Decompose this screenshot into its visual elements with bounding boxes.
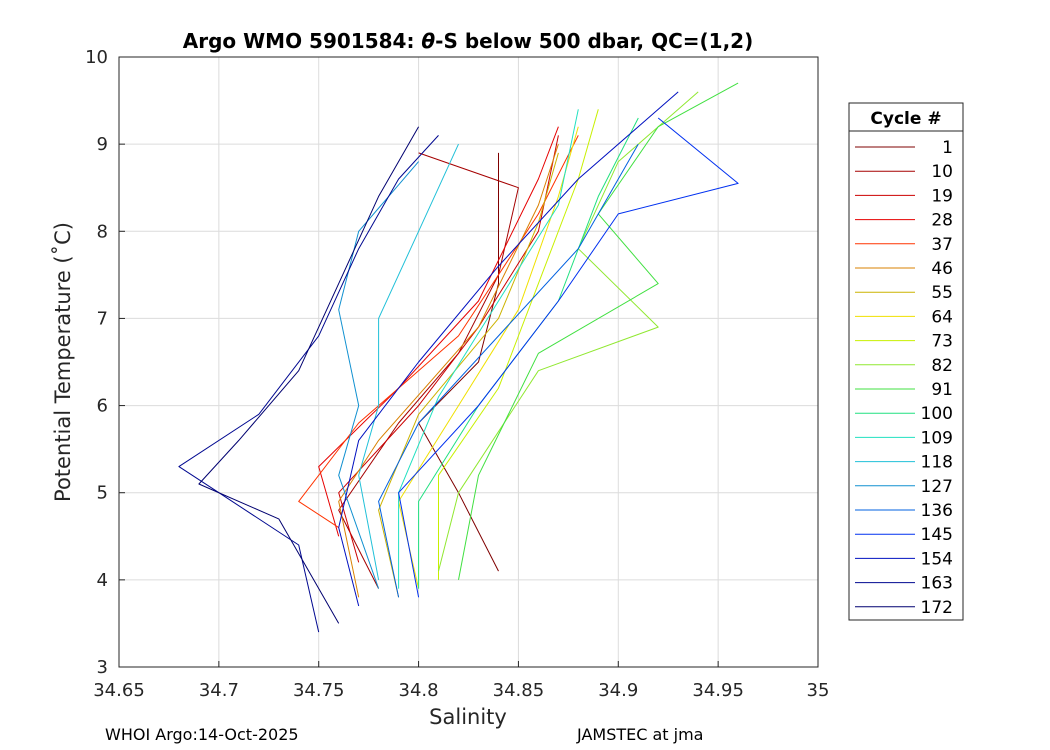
y-axis-label: Potential Temperature (˚C): [51, 222, 75, 502]
x-tick-label: 34.95: [692, 680, 744, 701]
legend-entry-label: 127: [921, 477, 953, 497]
chart-title: Argo WMO 5901584: θ-S below 500 dbar, QC…: [183, 29, 753, 53]
series-line-cycle-28: [318, 126, 559, 537]
legend-entry-label: 64: [931, 307, 953, 327]
plot-frame: [118, 56, 819, 668]
y-tick-label: 4: [97, 570, 108, 591]
axis-ticks: 34.65 34.7 34.75 34.8 34.85 34.9 34.95 35 3 4 5 6 7 8…: [85, 47, 829, 701]
x-tick-label: 34.65: [93, 680, 145, 701]
series-line-cycle-127: [338, 161, 419, 589]
series-line-cycle-19: [338, 135, 559, 563]
legend: Cycle # 1 10 19 28 37 46 55 64 73 82 91 100 109 118 12…: [848, 102, 964, 621]
footer-source: WHOI Argo:14-Oct-2025: [105, 725, 299, 744]
legend-title: Cycle #: [870, 109, 941, 129]
x-tick-label: 34.9: [598, 680, 638, 701]
x-tick-label: 34.8: [399, 680, 439, 701]
title-suffix: -S below 500 dbar, QC=(1,2): [435, 29, 753, 53]
grid: [119, 57, 818, 667]
series-line-cycle-109: [398, 109, 579, 589]
series-line-cycle-1: [418, 152, 499, 572]
legend-entry-label: 109: [921, 428, 953, 448]
legend-entry-label: 19: [931, 186, 953, 206]
legend-entry-label: 82: [931, 356, 953, 376]
footer-credit: JAMSTEC at jma: [577, 725, 704, 744]
x-tick-label: 35: [807, 680, 830, 701]
legend-entry-label: 28: [931, 211, 953, 231]
legend-entry-label: 91: [931, 380, 953, 400]
series-line-cycle-163: [178, 135, 439, 633]
y-tick-label: 3: [97, 657, 108, 678]
series-lines: [178, 82, 739, 633]
series-line-cycle-91: [458, 82, 739, 580]
series-line-cycle-154: [338, 91, 679, 607]
series-line-cycle-118: [358, 143, 459, 580]
legend-entry-label: 10: [931, 162, 953, 182]
series-line-cycle-145: [398, 117, 739, 598]
legend-entry-label: 118: [921, 453, 953, 473]
legend-entry-label: 145: [921, 525, 953, 545]
y-tick-label: 8: [97, 221, 108, 242]
x-axis-label: Salinity: [429, 705, 507, 729]
y-tick-label: 9: [97, 134, 108, 155]
series-line-cycle-46: [338, 143, 559, 598]
legend-entry-label: 37: [931, 235, 953, 255]
series-line-cycle-10: [338, 152, 519, 589]
legend-entry-label: 55: [931, 283, 953, 303]
series-line-cycle-73: [438, 109, 599, 580]
series-line-cycle-64: [398, 126, 579, 589]
legend-entry-label: 1: [942, 138, 953, 158]
legend-entry-label: 172: [921, 598, 953, 618]
series-line-cycle-55: [378, 152, 559, 598]
series-line-cycle-172: [198, 126, 420, 624]
x-tick-label: 34.75: [293, 680, 345, 701]
legend-entry-label: 163: [921, 574, 953, 594]
y-tick-label: 5: [97, 483, 108, 504]
legend-entries: 1 10 19 28 37 46 55 64 73 82 91 100 109 118 127 136 145 1…: [855, 138, 953, 618]
y-tick-label: 10: [85, 47, 108, 68]
y-tick-label: 6: [97, 396, 108, 417]
legend-entry-label: 46: [931, 259, 953, 279]
legend-entry-label: 154: [921, 549, 953, 569]
title-prefix: Argo WMO 5901584:: [183, 29, 422, 53]
legend-entry-label: 100: [921, 404, 953, 424]
legend-entry-label: 136: [921, 501, 953, 521]
title-theta: θ: [421, 29, 435, 53]
y-tick-label: 7: [97, 308, 108, 329]
x-tick-label: 34.85: [493, 680, 545, 701]
legend-entry-label: 73: [931, 332, 953, 352]
series-line-cycle-136: [378, 143, 639, 598]
x-tick-label: 34.7: [199, 680, 239, 701]
series-line-cycle-82: [438, 91, 699, 572]
